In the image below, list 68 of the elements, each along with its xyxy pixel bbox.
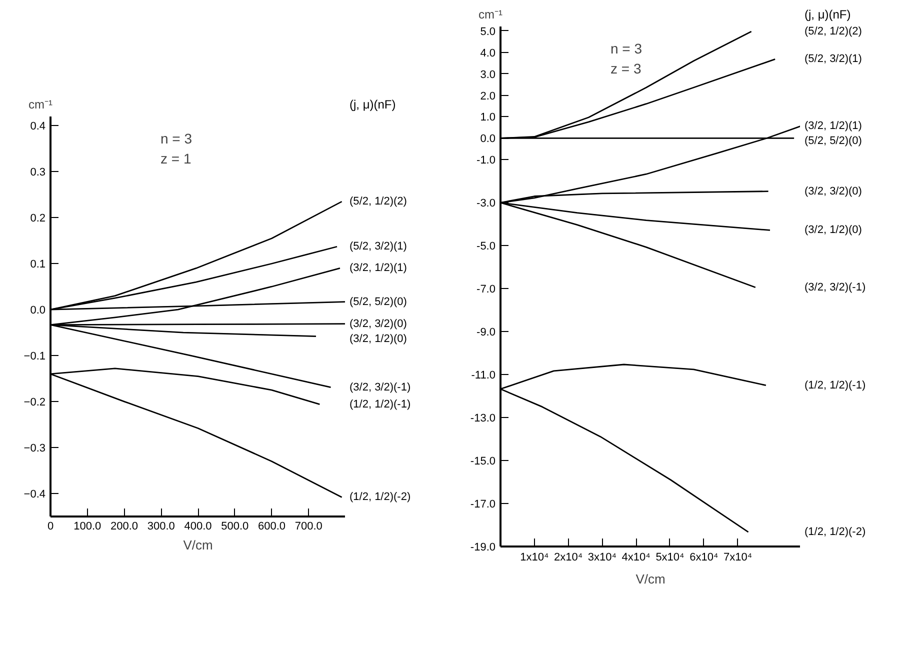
series-label: (5/2, 5/2)(0) (804, 135, 862, 148)
y-tick-label: 0.0 (30, 304, 46, 317)
x-tick-label: 500.0 (221, 520, 249, 532)
x-tick-label: 100.0 (74, 520, 102, 532)
y-tick-label: 0.1 (30, 258, 46, 271)
x-axis-title: V/cm (183, 538, 213, 552)
y-tick-label: -19.0 (470, 542, 496, 554)
y-tick-label: 0.4 (30, 120, 46, 133)
y-tick-label: 0.0 (480, 133, 496, 146)
x-tick-label: 6x10⁴ (690, 552, 718, 564)
y-axis-title: cm⁻¹ (478, 8, 502, 22)
series-label: (1/2, 1/2)(-2) (350, 491, 411, 504)
y-tick-label: 1.0 (480, 112, 496, 124)
series-label: (5/2, 3/2)(1) (350, 240, 407, 253)
y-tick-label: −0.4 (24, 488, 46, 501)
y-tick-label: -15.0 (470, 456, 496, 468)
text: (3/2, 3/2)(-1) (804, 281, 866, 294)
y-tick-label: 3.0 (480, 68, 496, 81)
annotation: z = 3 (610, 60, 642, 76)
y-tick-label: 0.2 (30, 212, 46, 225)
x-axis-title: V/cm (636, 572, 666, 586)
y-tick-label: -1.0 (476, 154, 496, 167)
y-tick-label: -13.0 (470, 412, 496, 425)
series-label: (5/2, 5/2)(0) (350, 296, 407, 308)
y-tick-label: -7.0 (476, 284, 496, 296)
text: (1/2, 1/2)(-2) (804, 526, 866, 538)
y-tick-label: −0.3 (24, 442, 46, 455)
x-tick-label: 0 (47, 520, 54, 532)
series-label: (3/2, 3/2)(-1) (350, 381, 411, 394)
x-tick-label: 1x10⁴ (520, 552, 549, 564)
text: (5/2, 1/2)(2) (804, 25, 862, 38)
series-label: (3/2, 3/2)(0) (350, 318, 407, 330)
text: (1/2, 1/2)(-1) (804, 379, 866, 392)
y-tick-label: -5.0 (476, 240, 496, 253)
series-label: (5/2, 1/2)(2) (350, 196, 407, 208)
x-tick-label: 300.0 (147, 520, 175, 532)
legend-title: (j, μ)(nF) (804, 8, 851, 22)
y-axis-title: cm⁻¹ (28, 98, 52, 112)
text: (3/2, 1/2)(0) (350, 332, 407, 345)
y-tick-label: −0.1 (24, 350, 46, 363)
text: (3/2, 1/2)(0) (804, 224, 862, 236)
y-tick-label: -9.0 (476, 326, 496, 339)
y-tick-label: -11.0 (471, 370, 496, 382)
x-tick-label: 600.0 (258, 520, 286, 532)
legend-title: (j, μ)(nF) (350, 98, 396, 112)
x-tick-label: 2x10⁴ (554, 552, 583, 564)
text: (5/2, 3/2)(1) (804, 53, 862, 66)
x-tick-label: 3x10⁴ (588, 552, 617, 564)
annotation: n = 3 (160, 130, 192, 146)
x-tick-label: 700.0 (294, 520, 322, 532)
y-tick-label: 0.3 (30, 166, 46, 179)
y-tick-label: -17.0 (470, 498, 496, 511)
annotation: n = 3 (610, 40, 642, 56)
y-tick-label: 4.0 (480, 47, 496, 60)
y-tick-label: 5.0 (480, 26, 496, 38)
x-tick-label: 400.0 (184, 520, 212, 532)
x-tick-label: 4x10⁴ (622, 552, 651, 564)
series-label: (3/2, 1/2)(1) (804, 120, 862, 132)
y-tick-label: 2.0 (480, 90, 496, 102)
text: (3/2, 3/2)(0) (804, 185, 862, 198)
annotation: z = 1 (160, 150, 192, 166)
text: (1/2, 1/2)(-1) (350, 398, 411, 410)
x-tick-label: 5x10⁴ (656, 552, 685, 564)
x-tick-label: 7x10⁴ (724, 552, 752, 564)
y-tick-label: -3.0 (476, 198, 496, 210)
series-label: (3/2, 1/2)(1) (350, 262, 407, 274)
x-tick-label: 200.0 (110, 520, 138, 532)
y-tick-label: −0.2 (24, 396, 46, 409)
